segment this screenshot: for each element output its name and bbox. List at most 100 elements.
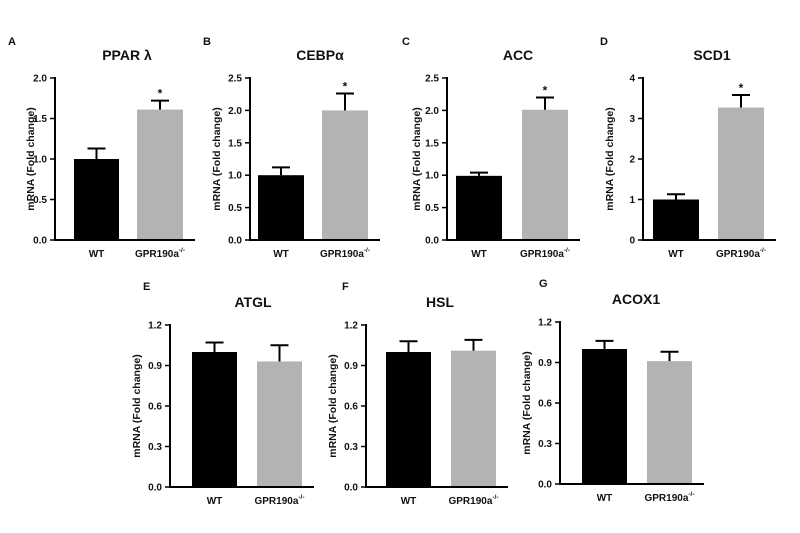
panel-letter: E (143, 281, 150, 293)
category-label-text: WT (597, 493, 613, 504)
y-tick-label: 1.5 (425, 138, 439, 149)
category-label-text: WT (668, 249, 684, 260)
y-tick-label: 0.3 (148, 442, 162, 453)
y-tick-label: 2.0 (425, 106, 439, 117)
y-axis-label: mRNA (Fold change) (521, 351, 533, 454)
significance-marker: * (543, 83, 548, 97)
category-label: WT (207, 496, 223, 507)
bar-gpr190a (647, 361, 692, 484)
y-tick-label: 0.0 (228, 236, 242, 247)
y-tick-label: 0.6 (538, 399, 552, 410)
chart-title: ATGL (234, 294, 272, 310)
y-tick-label: 0 (629, 236, 635, 247)
y-tick-label: 0.0 (148, 483, 162, 494)
y-tick-label: 0.0 (538, 480, 552, 491)
y-axis-label: mRNA (Fold change) (25, 107, 37, 210)
category-label: WT (597, 493, 613, 504)
bar-wt (258, 175, 304, 240)
y-tick-label: 0.5 (33, 195, 47, 206)
y-tick-label: 0.0 (33, 236, 47, 247)
category-label-superscript: -/- (179, 247, 185, 254)
category-label: GPR190a-/- (135, 247, 185, 260)
category-label-superscript: -/- (564, 247, 570, 254)
y-tick-label: 3 (629, 114, 635, 125)
chart-title: SCD1 (693, 47, 731, 63)
category-label-superscript: -/- (760, 247, 766, 254)
bar-wt (582, 349, 627, 484)
category-label-text: WT (273, 249, 289, 260)
y-axis-label: mRNA (Fold change) (131, 354, 143, 457)
panel-f: F HSL mRNA (Fold change) WT GPR190a-/- 0.0 0.3… (327, 281, 508, 507)
category-label: WT (273, 249, 289, 260)
bar-wt (653, 199, 699, 240)
bar-gpr190a (451, 350, 496, 487)
chart-title: ACC (503, 47, 533, 63)
category-label-text: GPR190a (644, 493, 688, 504)
category-label-text: GPR190a (254, 496, 298, 507)
y-tick-label: 1.0 (228, 171, 242, 182)
category-label-text: GPR190a (135, 249, 179, 260)
category-label: GPR190a-/- (520, 247, 570, 260)
panel-letter: F (342, 281, 349, 293)
y-axis-label: mRNA (Fold change) (211, 107, 223, 210)
y-tick-label: 2.5 (425, 74, 439, 85)
panel-g: G ACOX1 mRNA (Fold change) WT GPR190a-/- 0.0 0… (521, 278, 704, 504)
category-label-superscript: -/- (688, 491, 694, 498)
category-label-text: WT (207, 496, 223, 507)
y-tick-label: 1.0 (33, 155, 47, 166)
y-axis-label: mRNA (Fold change) (327, 354, 339, 457)
chart-title: ACOX1 (612, 291, 660, 307)
category-label-text: WT (401, 496, 417, 507)
category-label: GPR190a-/- (320, 247, 370, 260)
y-tick-label: 0.6 (148, 402, 162, 413)
y-tick-label: 1.2 (148, 321, 162, 332)
y-tick-label: 2.0 (33, 74, 47, 85)
chart-title: PPAR λ (102, 47, 152, 63)
category-label-superscript: -/- (492, 494, 498, 501)
category-label: GPR190a-/- (644, 491, 694, 504)
y-tick-label: 4 (629, 74, 635, 85)
category-label-text: GPR190a (448, 496, 492, 507)
panel-letter: D (600, 36, 608, 48)
category-label-text: WT (89, 249, 105, 260)
y-tick-label: 1.5 (33, 114, 47, 125)
panel-letter: A (8, 36, 16, 48)
y-tick-label: 0.3 (344, 442, 358, 453)
y-tick-label: 0.3 (538, 439, 552, 450)
significance-marker: * (158, 87, 163, 101)
bar-gpr190a (522, 109, 568, 240)
chart-title: CEBPα (296, 47, 344, 63)
category-label-text: GPR190a (716, 249, 760, 260)
y-axis-label: mRNA (Fold change) (411, 107, 423, 210)
y-tick-label: 1.2 (344, 321, 358, 332)
bar-wt (386, 352, 431, 487)
category-label: WT (89, 249, 105, 260)
bar-wt (456, 175, 502, 240)
y-tick-label: 2.0 (228, 106, 242, 117)
panel-d: D SCD1 mRNA (Fold change) WT * GPR190a-/- 0 1 2 3… (600, 36, 776, 260)
category-label-text: GPR190a (520, 249, 564, 260)
significance-marker: * (343, 80, 348, 94)
category-label-text: GPR190a (320, 249, 364, 260)
y-tick-label: 0.5 (228, 203, 242, 214)
panel-letter: C (402, 36, 410, 48)
bar-wt (74, 159, 119, 240)
category-label: GPR190a-/- (448, 494, 498, 507)
y-tick-label: 2 (629, 155, 635, 166)
y-tick-label: 0.9 (538, 358, 552, 369)
panel-a: A PPAR λ mRNA (Fold change) WT * GPR190a-/- 0.… (8, 36, 195, 260)
y-tick-label: 1.0 (425, 171, 439, 182)
category-label: GPR190a-/- (716, 247, 766, 260)
y-tick-label: 0.9 (148, 361, 162, 372)
category-label-text: WT (471, 249, 487, 260)
category-label-superscript: -/- (364, 247, 370, 254)
y-tick-label: 0.9 (344, 361, 358, 372)
y-tick-label: 1 (629, 195, 635, 206)
category-label: WT (401, 496, 417, 507)
y-tick-label: 2.5 (228, 74, 242, 85)
category-label-superscript: -/- (298, 494, 304, 501)
chart-title: HSL (426, 294, 454, 310)
y-tick-label: 0.0 (344, 483, 358, 494)
y-tick-label: 0.6 (344, 402, 358, 413)
